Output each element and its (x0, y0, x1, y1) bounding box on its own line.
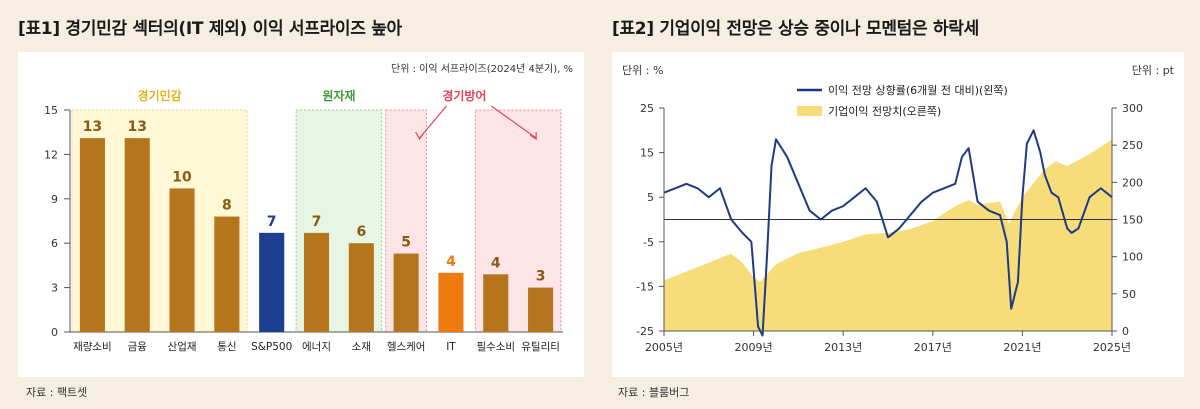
x-tick-label: IT (446, 341, 456, 353)
y-tick-label: 12 (44, 148, 58, 161)
bar (124, 138, 150, 332)
bar-value-label: 4 (491, 255, 501, 271)
x-tick-label: S&P500 (251, 341, 292, 353)
y-left-tick-label: -15 (636, 280, 654, 293)
y-left-tick-label: -25 (636, 325, 654, 338)
y-right-tick-label: 0 (1122, 325, 1129, 338)
chart2-panel: -25 -15 -5 5 15 25 0 50 100 150 200 250 300 2005년 2009… (612, 52, 1184, 377)
y-right-tick-label: 250 (1122, 139, 1143, 152)
bar (303, 232, 330, 332)
chart2-source: 자료 : 블룸버그 (618, 386, 690, 399)
chart1-unit-note: 단위 : 이익 서프라이즈(2024년 4분기), % (391, 62, 573, 75)
bar (393, 253, 419, 332)
legend-label-line: 이익 전망 상향률(6개월 전 대비)(왼쪽) (828, 83, 1008, 97)
x-tick-label: 유틸리티 (521, 340, 560, 353)
group-label-materials: 원자재 (322, 88, 355, 103)
bar-value-label: 6 (356, 224, 366, 240)
bar (79, 138, 105, 332)
group-label-cyclical: 경기민감 (138, 88, 182, 103)
x-tick-label: 산업재 (168, 340, 197, 353)
chart1-source: 자료 : 팩트셋 (26, 386, 88, 399)
bar-chart: 경기민감 원자재 경기방어 단위 : 이익 서프라이즈(2024년 4분기), % 0 3… (44, 62, 573, 353)
bar-value-label: 4 (446, 254, 456, 270)
x-tick-label: 2025년 (1093, 341, 1131, 354)
bar-value-label: 5 (401, 235, 411, 251)
y-left-tick-label: 25 (640, 102, 654, 115)
arrow-head-left (415, 131, 425, 141)
x-tick-label: 금융 (128, 341, 148, 353)
bar-value-label: 13 (83, 119, 102, 135)
bar (214, 216, 240, 332)
legend-label-area: 기업이익 전망치(오른쪽) (828, 105, 941, 118)
x-tick-label: 2013년 (824, 341, 862, 354)
y-left-tick-label: 5 (647, 191, 654, 204)
y-tick-label: 6 (51, 237, 58, 250)
x-tick-label: 2005년 (645, 341, 683, 354)
y-left-tick-label: -5 (643, 236, 654, 249)
x-tick-label: 통신 (217, 341, 236, 353)
x-tick-label: 2009년 (735, 341, 773, 354)
x-tick-label: 2017년 (914, 341, 952, 354)
x-tick-label: 에너지 (302, 341, 331, 353)
y-right-tick-label: 200 (1122, 176, 1143, 189)
bar-value-label: 3 (536, 269, 546, 285)
y-right-tick-label: 100 (1122, 251, 1143, 264)
arrow-defensive-left (419, 105, 447, 139)
bar-value-label: 7 (312, 214, 322, 230)
group-label-defensive: 경기방어 (442, 88, 486, 103)
y-right-tick-label: 150 (1122, 214, 1143, 227)
y-tick-label: 0 (51, 326, 58, 339)
x-tick-label: 헬스케어 (387, 341, 426, 353)
chart2-title: [표2] 기업이익 전망은 상승 중이나 모멘텀은 하락세 (612, 19, 979, 39)
x-tick-label: 재량소비 (73, 341, 112, 353)
y-tick-label: 15 (44, 104, 58, 117)
chart2-unit-right: 단위 : pt (1132, 64, 1175, 77)
bar-value-label: 10 (172, 169, 192, 185)
y-right-tick-label: 50 (1122, 288, 1136, 301)
x-tick-label: 2021년 (1003, 341, 1041, 354)
bar (259, 232, 285, 332)
y-left-tick-label: 15 (640, 147, 654, 160)
bar (528, 287, 554, 332)
x-tick-label: 소재 (352, 341, 371, 353)
arrow-head-right (529, 132, 537, 141)
y-right-tick-label: 300 (1122, 102, 1143, 115)
bar-value-label: 7 (267, 214, 277, 230)
chart1-title: [표1] 경기민감 섹터의(IT 제외) 이익 서프라이즈 높아 (18, 19, 402, 39)
arrow-defensive-right (490, 105, 537, 139)
bar (348, 243, 374, 332)
line-series-revision-rate (663, 129, 1113, 337)
x-tick-label: 필수소비 (476, 341, 515, 353)
bar (169, 188, 195, 332)
bar-value-label: 13 (127, 119, 146, 135)
y-tick-label: 3 (51, 282, 58, 295)
chart1-panel: 경기민감 원자재 경기방어 단위 : 이익 서프라이즈(2024년 4분기), % 0 3… (18, 52, 584, 377)
bar (438, 272, 464, 332)
y-tick-label: 9 (51, 193, 58, 206)
bar (483, 274, 509, 332)
legend-swatch-area (797, 106, 822, 116)
bar-value-label: 8 (222, 198, 232, 214)
chart2-unit-left: 단위 : % (622, 64, 663, 77)
